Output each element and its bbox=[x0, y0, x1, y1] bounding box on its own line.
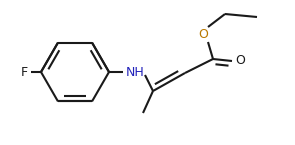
Text: O: O bbox=[198, 28, 208, 40]
Text: O: O bbox=[235, 55, 245, 68]
Text: F: F bbox=[20, 66, 27, 78]
Text: NH: NH bbox=[126, 66, 144, 78]
